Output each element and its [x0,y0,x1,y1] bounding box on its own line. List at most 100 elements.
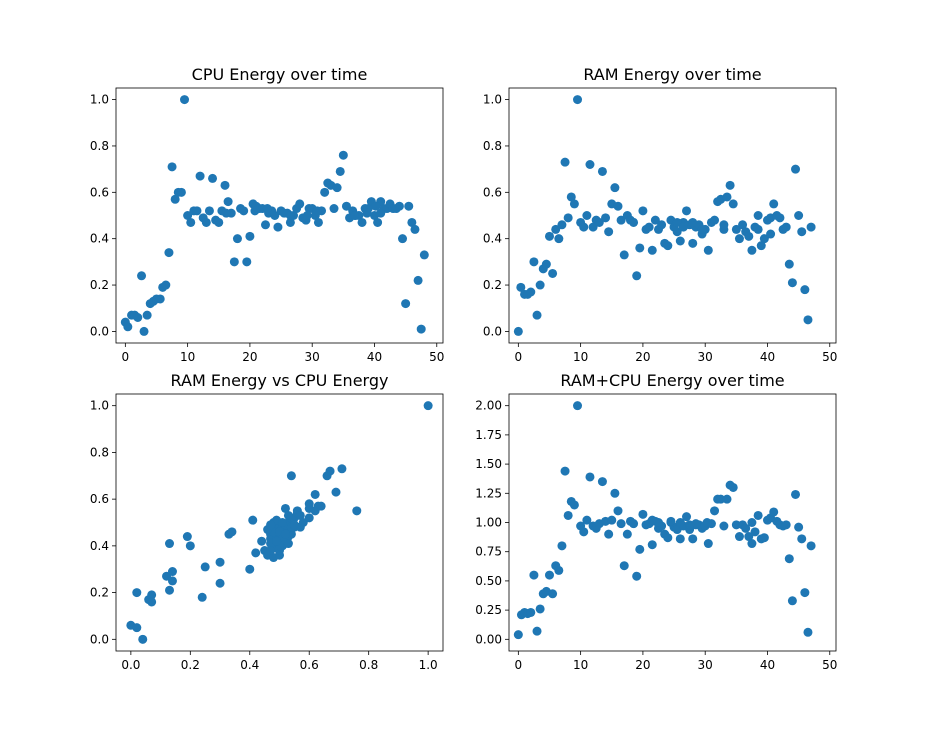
y-tick-label: 0.8 [90,139,109,153]
y-tick-label: 0.6 [90,492,109,506]
data-point [744,532,754,542]
data-point [560,157,570,167]
data-point [781,222,791,232]
data-point [526,607,536,617]
data-point [588,222,598,232]
data-point [806,541,816,551]
y-tick-label: 0.25 [475,603,502,617]
data-point [638,509,648,519]
data-point [604,227,614,237]
data-point [195,171,205,181]
data-point [557,220,567,230]
data-point [312,206,322,216]
data-point [675,518,685,527]
data-point [192,206,202,216]
data-point [551,224,561,234]
data-point [644,222,654,232]
data-point [747,518,757,527]
data-point [260,220,270,230]
y-tick-label: 0.6 [90,185,109,199]
data-points [126,401,433,644]
data-point [787,278,797,288]
data-point [716,494,726,504]
data-point [170,194,180,204]
data-point [759,533,769,543]
data-point [753,510,763,520]
data-point [214,217,224,227]
x-tick-label: 50 [822,350,837,364]
data-point [167,576,177,586]
data-point [180,95,190,105]
data-point [579,527,589,537]
x-tick-label: 0.4 [240,658,259,672]
data-point [341,201,351,211]
subplot-cpu-energy-over-time: CPU Energy over time 0 10 20 30 40 50 0.0 0.2 0.4… [90,65,445,364]
x-tick-label: 0 [515,350,523,364]
data-point [413,275,423,285]
data-point [566,192,576,202]
data-points [120,95,429,336]
data-point [133,313,143,322]
data-point [632,271,642,281]
y-tick-label: 0.0 [90,632,109,646]
data-point [227,527,237,537]
data-point [123,322,133,332]
data-point [722,494,732,504]
data-point [215,557,225,567]
data-point [585,160,595,169]
x-tick-label: 40 [760,350,775,364]
subplot-ram-energy-over-time: RAM Energy over time 0 10 20 30 40 50 0.0 0.2 0.4… [483,65,838,364]
data-point [544,231,554,241]
data-point [569,199,579,209]
y-tick-label: 1.75 [475,428,502,442]
data-point [597,477,607,487]
data-point [262,204,272,214]
data-point [719,220,729,230]
data-point [781,520,791,530]
data-point [535,604,545,614]
data-point [407,217,417,227]
data-point [682,206,692,216]
data-point [563,510,573,520]
data-point [337,464,347,474]
x-tick-label: 50 [822,658,837,672]
data-point [183,211,193,220]
y-tick-label: 0.00 [475,632,502,646]
data-point [132,623,142,633]
x-tick-label: 20 [635,350,650,364]
data-point [769,507,779,517]
data-point [557,541,567,551]
data-point [775,213,785,223]
data-point [579,222,589,232]
data-point [266,546,276,556]
data-point [573,95,583,105]
data-point [310,489,320,499]
data-points [513,401,816,640]
data-point [734,532,744,542]
data-point [554,234,564,244]
y-tick-label: 0.0 [483,324,502,338]
data-point [285,217,295,227]
data-point [302,211,312,220]
data-point [666,516,676,526]
data-point [753,211,763,220]
data-point [239,206,249,216]
y-tick-label: 0.4 [90,232,109,246]
data-point [155,294,165,304]
data-point [604,529,614,539]
data-point [167,567,177,577]
y-tick-label: 1.50 [475,457,502,471]
data-point [750,527,760,537]
data-point [738,220,748,230]
data-point [229,257,239,267]
data-point [797,227,807,237]
data-point [325,466,335,476]
data-point [719,521,729,531]
y-tick-label: 1.00 [475,516,502,530]
data-point [541,259,551,269]
data-point [710,215,720,225]
data-point [632,571,642,581]
x-tick-label: 0 [515,658,523,672]
data-point [248,515,258,525]
data-point [594,217,604,227]
